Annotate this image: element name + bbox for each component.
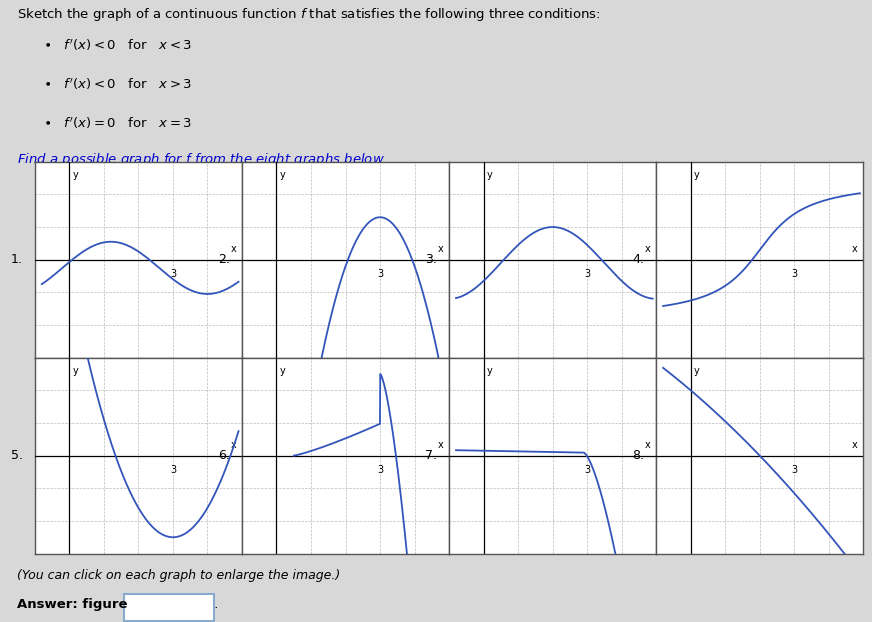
Text: Sketch the graph of a continuous function $f$ that satisfies the following three: Sketch the graph of a continuous functio… xyxy=(17,6,601,23)
Text: 6.: 6. xyxy=(218,449,230,462)
Text: y: y xyxy=(694,366,700,376)
Text: $\bullet$   $f'(x) = 0$   for   $x = 3$: $\bullet$ $f'(x) = 0$ for $x = 3$ xyxy=(43,115,192,131)
Text: y: y xyxy=(72,170,78,180)
Text: x: x xyxy=(644,244,651,254)
Text: 3.: 3. xyxy=(426,253,437,266)
FancyBboxPatch shape xyxy=(124,594,214,621)
Text: x: x xyxy=(230,244,236,254)
Text: y: y xyxy=(487,366,493,376)
Text: y: y xyxy=(694,170,700,180)
Text: y: y xyxy=(280,170,286,180)
Text: 5.: 5. xyxy=(10,449,23,462)
Text: 3: 3 xyxy=(170,465,176,475)
Text: $\bullet$   $f'(x) < 0$   for   $x < 3$: $\bullet$ $f'(x) < 0$ for $x < 3$ xyxy=(43,37,192,53)
Text: 1.: 1. xyxy=(11,253,23,266)
Text: 3: 3 xyxy=(791,465,797,475)
Text: 3: 3 xyxy=(377,269,383,279)
Text: y: y xyxy=(280,366,286,376)
Text: 3: 3 xyxy=(584,269,590,279)
Text: y: y xyxy=(72,366,78,376)
Text: 3: 3 xyxy=(584,465,590,475)
Text: 8.: 8. xyxy=(632,449,644,462)
Text: 3: 3 xyxy=(170,269,176,279)
Text: x: x xyxy=(852,440,857,450)
Text: x: x xyxy=(438,440,443,450)
Text: 7.: 7. xyxy=(425,449,437,462)
Text: 3: 3 xyxy=(791,269,797,279)
Text: Answer: figure: Answer: figure xyxy=(17,598,128,611)
Text: x: x xyxy=(852,244,857,254)
Text: y: y xyxy=(487,170,493,180)
Text: $\bullet$   $f'(x) < 0$   for   $x > 3$: $\bullet$ $f'(x) < 0$ for $x > 3$ xyxy=(43,77,192,91)
Text: (You can click on each graph to enlarge the image.): (You can click on each graph to enlarge … xyxy=(17,569,340,582)
Text: 3: 3 xyxy=(377,465,383,475)
Text: x: x xyxy=(230,440,236,450)
Text: 2.: 2. xyxy=(218,253,230,266)
Text: Find a possible graph for $f$ from the eight graphs below.: Find a possible graph for $f$ from the e… xyxy=(17,151,387,168)
Text: x: x xyxy=(644,440,651,450)
Text: 4.: 4. xyxy=(632,253,644,266)
Text: .: . xyxy=(209,598,218,611)
Text: x: x xyxy=(438,244,443,254)
